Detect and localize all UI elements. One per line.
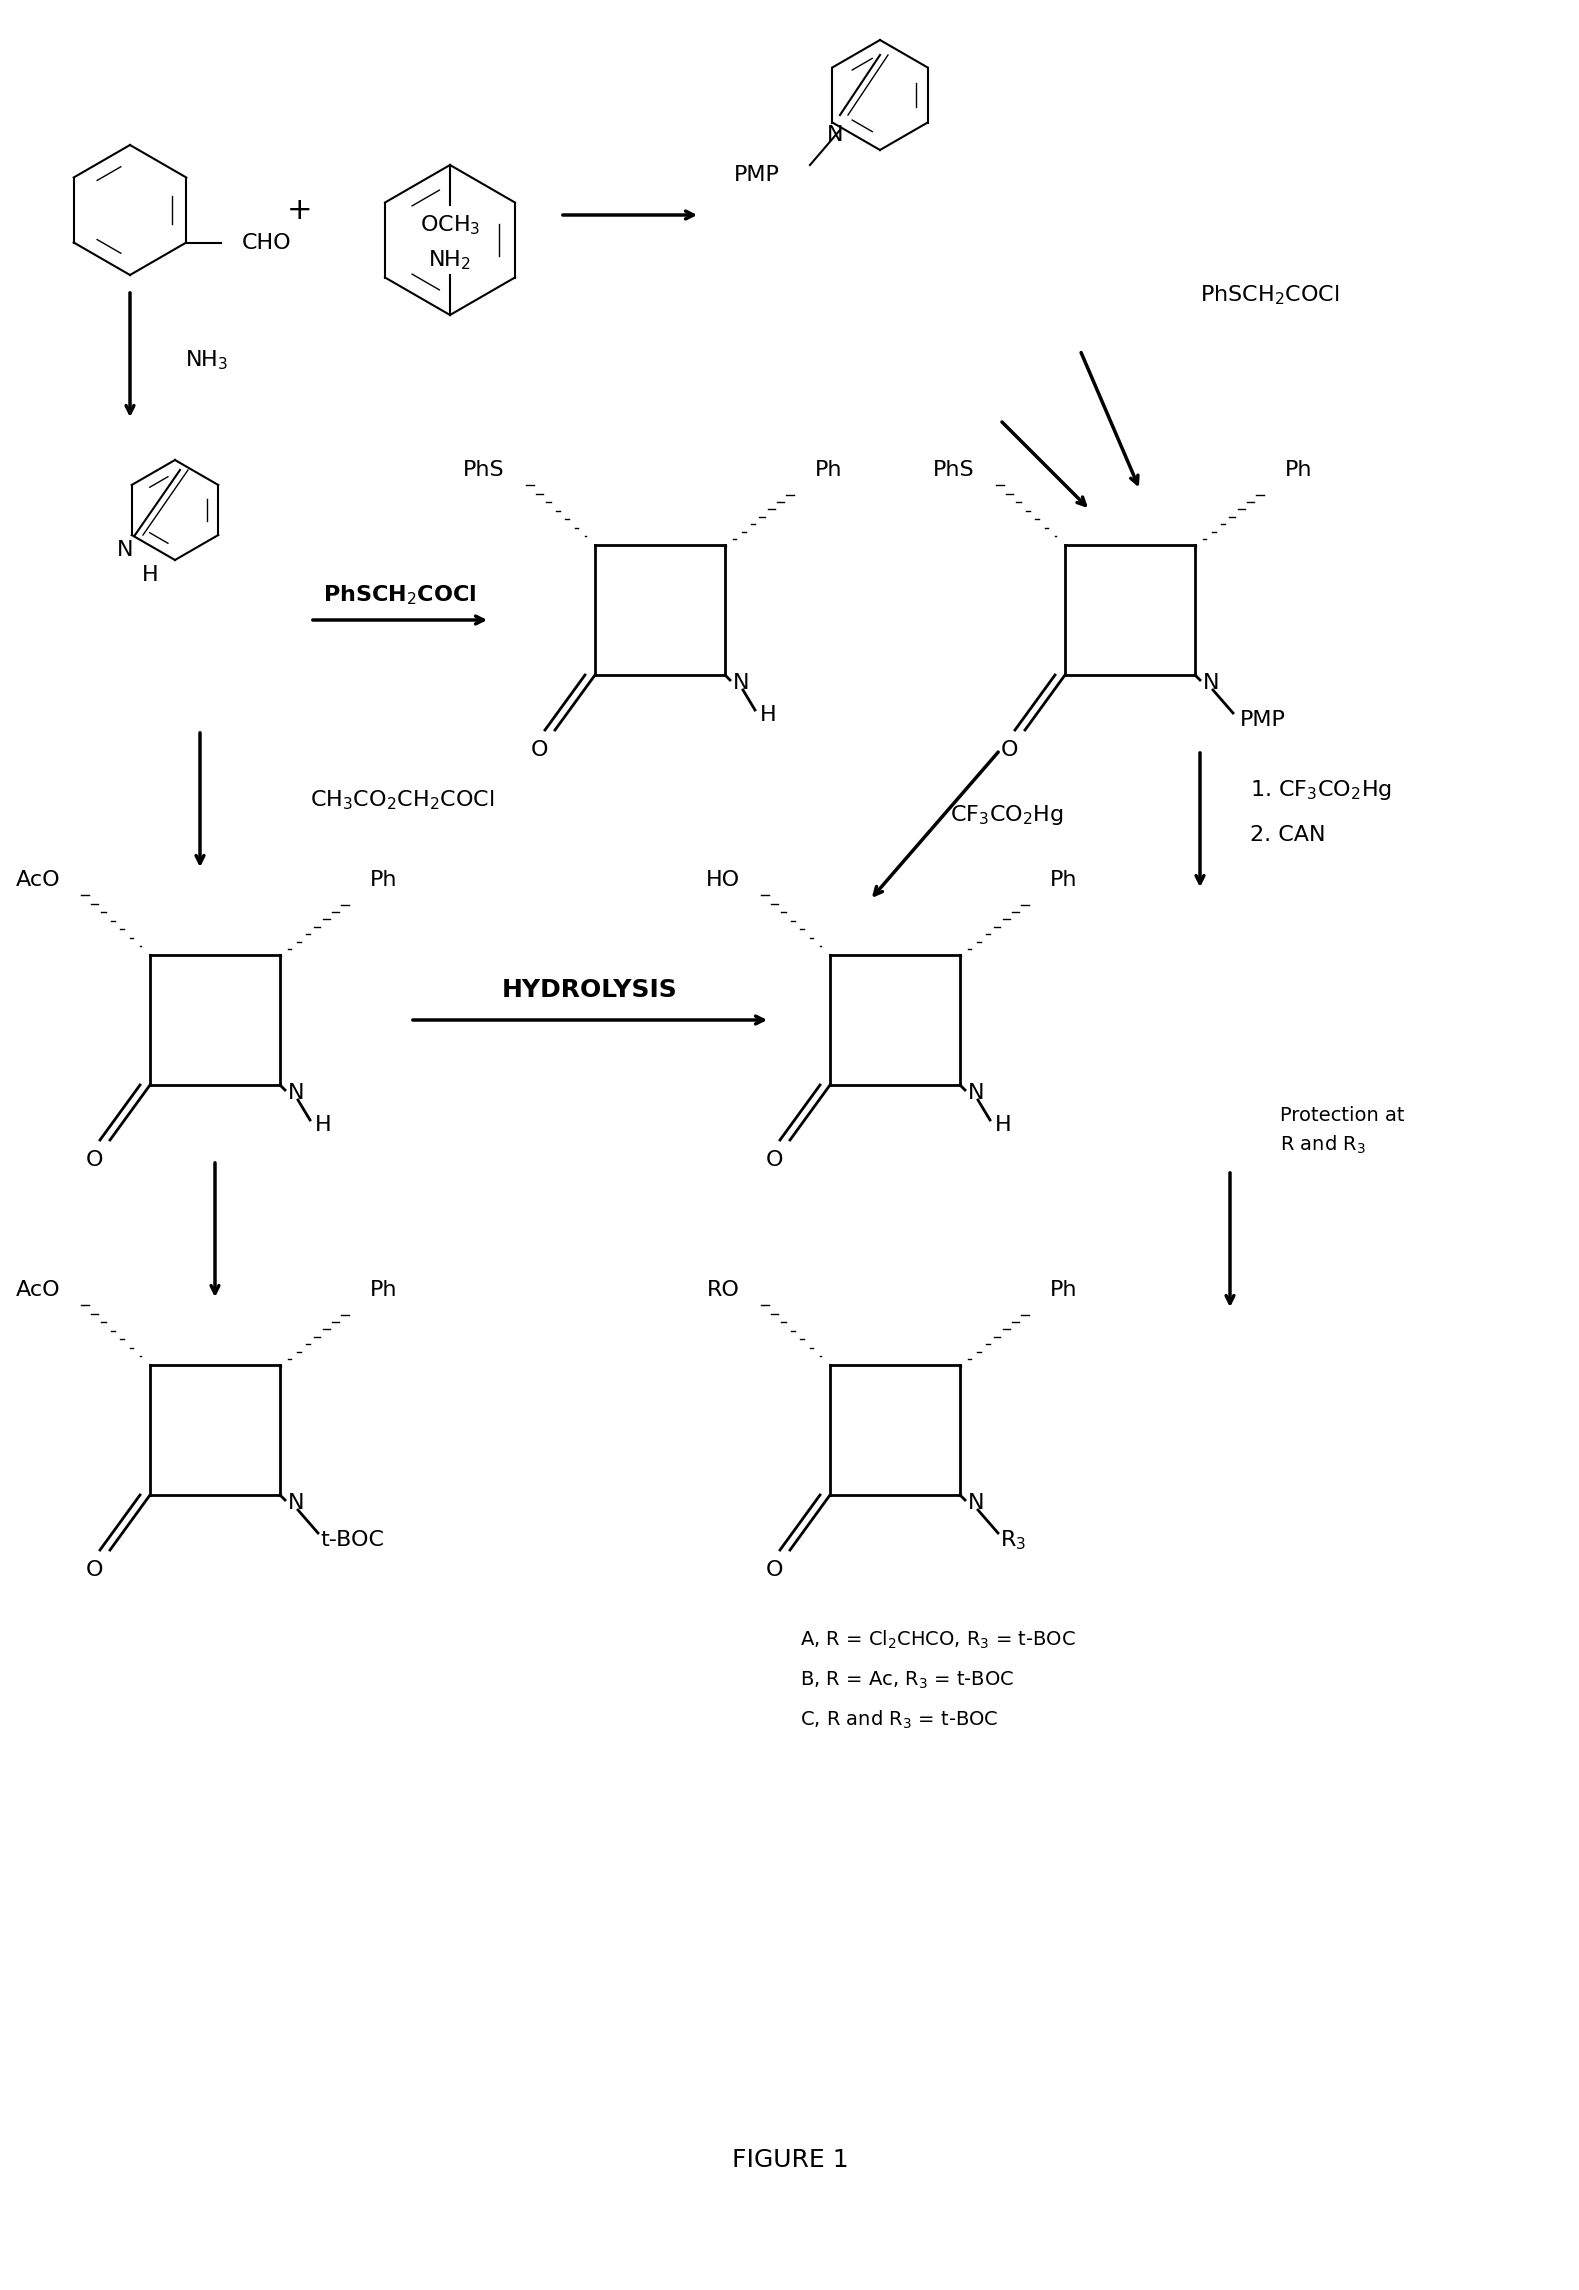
Text: N: N	[968, 1083, 984, 1104]
Text: O: O	[766, 1150, 783, 1170]
Text: N: N	[117, 540, 133, 561]
Text: PMP: PMP	[734, 165, 780, 185]
Text: N: N	[968, 1493, 984, 1514]
Text: 2. CAN: 2. CAN	[1251, 824, 1325, 845]
Text: HYDROLYSIS: HYDROLYSIS	[502, 978, 677, 1003]
Text: AcO: AcO	[16, 1280, 60, 1301]
Text: PhS: PhS	[933, 460, 974, 481]
Text: N: N	[287, 1083, 305, 1104]
Text: H: H	[759, 705, 777, 726]
Text: CHO: CHO	[242, 234, 291, 252]
Text: N: N	[1203, 673, 1219, 694]
Text: R$_3$: R$_3$	[1000, 1527, 1026, 1553]
Text: O: O	[766, 1559, 783, 1580]
Text: NH$_3$: NH$_3$	[185, 348, 229, 371]
Text: CF$_3$CO$_2$Hg: CF$_3$CO$_2$Hg	[951, 804, 1064, 827]
Text: 1. CF$_3$CO$_2$Hg: 1. CF$_3$CO$_2$Hg	[1251, 779, 1393, 801]
Text: HO: HO	[706, 870, 741, 891]
Text: NH$_2$: NH$_2$	[428, 247, 472, 273]
Text: C, R and R$_3$ = t-BOC: C, R and R$_3$ = t-BOC	[801, 1708, 998, 1731]
Text: N: N	[827, 126, 843, 144]
Text: O: O	[531, 740, 549, 760]
Text: CH$_3$CO$_2$CH$_2$COCl: CH$_3$CO$_2$CH$_2$COCl	[309, 788, 494, 811]
Text: Ph: Ph	[369, 870, 398, 891]
Text: B, R = Ac, R$_3$ = t-BOC: B, R = Ac, R$_3$ = t-BOC	[801, 1669, 1014, 1690]
Text: RO: RO	[707, 1280, 741, 1301]
Text: +: +	[287, 195, 313, 224]
Text: O: O	[87, 1150, 104, 1170]
Text: Ph: Ph	[815, 460, 843, 481]
Text: H: H	[314, 1115, 332, 1136]
Text: PhSCH$_2$COCl: PhSCH$_2$COCl	[324, 584, 477, 607]
Text: N: N	[287, 1493, 305, 1514]
Text: FIGURE 1: FIGURE 1	[731, 2148, 848, 2171]
Text: N: N	[733, 673, 750, 694]
Text: O: O	[87, 1559, 104, 1580]
Text: A, R = Cl$_2$CHCO, R$_3$ = t-BOC: A, R = Cl$_2$CHCO, R$_3$ = t-BOC	[801, 1628, 1075, 1651]
Text: Ph: Ph	[1050, 1280, 1077, 1301]
Text: Ph: Ph	[1050, 870, 1077, 891]
Text: Protection at: Protection at	[1281, 1106, 1404, 1124]
Text: O: O	[1001, 740, 1018, 760]
Text: AcO: AcO	[16, 870, 60, 891]
Text: H: H	[142, 566, 158, 584]
Text: PhSCH$_2$COCl: PhSCH$_2$COCl	[1200, 284, 1339, 307]
Text: t-BOC: t-BOC	[321, 1530, 384, 1550]
Text: R and R$_3$: R and R$_3$	[1281, 1134, 1366, 1156]
Text: H: H	[995, 1115, 1012, 1136]
Text: PMP: PMP	[1240, 710, 1285, 731]
Text: Ph: Ph	[369, 1280, 398, 1301]
Text: PhS: PhS	[463, 460, 505, 481]
Text: Ph: Ph	[1285, 460, 1312, 481]
Text: OCH$_3$: OCH$_3$	[420, 213, 480, 236]
